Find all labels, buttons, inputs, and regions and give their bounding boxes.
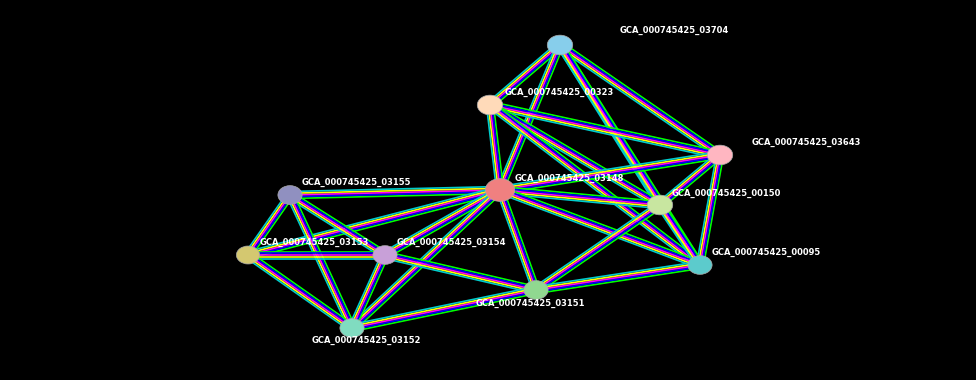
Ellipse shape <box>647 195 672 215</box>
Ellipse shape <box>477 95 503 115</box>
Text: GCA_000745425_00095: GCA_000745425_00095 <box>712 247 821 256</box>
Text: GCA_000745425_03152: GCA_000745425_03152 <box>312 336 422 345</box>
Ellipse shape <box>688 256 712 274</box>
Text: GCA_000745425_03154: GCA_000745425_03154 <box>397 238 507 247</box>
Text: GCA_000745425_00150: GCA_000745425_00150 <box>672 188 782 198</box>
Ellipse shape <box>524 281 549 299</box>
Text: GCA_000745425_03643: GCA_000745425_03643 <box>752 138 862 147</box>
Text: GCA_000745425_03151: GCA_000745425_03151 <box>476 298 586 307</box>
Ellipse shape <box>278 186 303 204</box>
Text: GCA_000745425_03155: GCA_000745425_03155 <box>302 177 412 187</box>
Ellipse shape <box>485 179 514 201</box>
Text: GCA_000745425_03704: GCA_000745425_03704 <box>620 25 729 35</box>
Ellipse shape <box>373 245 397 264</box>
Text: GCA_000745425_03148: GCA_000745425_03148 <box>515 173 625 182</box>
Ellipse shape <box>236 246 260 264</box>
Text: GCA_000745425_03153: GCA_000745425_03153 <box>260 238 369 247</box>
Ellipse shape <box>708 145 733 165</box>
Text: GCA_000745425_00323: GCA_000745425_00323 <box>505 87 614 97</box>
Ellipse shape <box>340 319 364 337</box>
Ellipse shape <box>548 35 573 55</box>
